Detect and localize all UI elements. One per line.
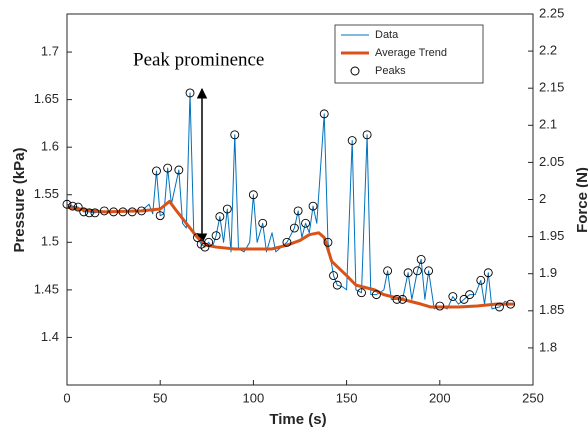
x-tick-label: 100 [243,390,265,405]
peak-marker [73,202,83,212]
peak-marker [362,130,372,140]
y2-tick-label: 1.85 [539,302,564,317]
peak-marker [416,254,426,264]
y2-tick-label: 1.95 [539,228,564,243]
y-axis-label: Pressure (kPa) [11,147,28,252]
y2-axis-label: Force (N) [574,167,588,233]
peak-marker [357,288,366,298]
x-tick-label: 250 [522,390,544,405]
peak-marker [383,266,393,276]
annotation: Peak prominence [133,49,264,70]
x-tick-label: 0 [63,390,70,405]
data-line [66,199,515,309]
peak-marker [109,207,119,217]
peak-marker [412,266,422,276]
peak-marker [319,109,329,119]
peak-marker [459,294,469,304]
peak-marker [155,211,165,221]
legend-label: Peaks [375,65,406,77]
legend-label: Data [375,29,399,41]
peak-marker [90,208,100,218]
peak-marker [371,290,381,300]
peak-marker [308,201,318,211]
legend-marker [350,66,360,76]
peak-marker [282,237,292,247]
peak-marker [301,218,311,228]
peak-marker [403,268,413,278]
peak-marker [248,190,258,200]
peak-marker [79,207,89,217]
y2-tick-label: 2.15 [539,80,564,95]
peak-marker [62,199,72,209]
peak-marker [329,271,339,281]
peak-marker [68,201,78,211]
peak-marker [435,301,445,311]
x-tick-label: 50 [153,390,167,405]
peak-marker [494,302,504,312]
peak-marker [137,206,147,216]
x-tick-label: 200 [429,390,451,405]
peak-marker [448,292,458,301]
peak-marker [465,290,475,300]
peak-marker [476,275,486,285]
peak-marker [185,88,195,98]
peak-marker [163,163,173,173]
peak-marker [193,233,202,243]
y2-tick-label: 1.8 [539,339,557,354]
peak-marker [211,231,221,241]
peak-marker [84,208,94,218]
peak-marker [483,268,493,278]
peak-marker [258,218,268,228]
peak-marker [289,223,299,233]
y2-tick-label: 2.2 [539,43,557,58]
x-tick-label: 150 [336,390,358,405]
peak-marker [215,212,225,222]
y-tick-label: 1.45 [34,281,59,296]
peak-marker [127,207,137,217]
y-tick-label: 1.65 [34,91,59,106]
peak-marker [398,294,407,304]
y2-tick-label: 2.05 [539,154,564,169]
y2-tick-label: 2.25 [539,5,564,20]
y2-tick-label: 2.1 [539,117,557,132]
peak-marker [293,206,303,216]
peak-marker [174,165,184,175]
peak-marker [347,136,357,145]
peak-marker [118,207,128,217]
peak-marker [332,280,342,290]
peak-marker [222,204,232,214]
peak-marker [152,166,161,176]
y-tick-label: 1.55 [34,186,59,201]
peak-marker [99,206,109,216]
y-tick-label: 1.6 [41,139,59,154]
peak-marker [230,130,240,140]
y2-tick-label: 2 [539,191,546,206]
y-tick-label: 1.7 [41,43,59,58]
x-axis-label: Time (s) [269,411,326,428]
legend-label: Average Trend [375,47,447,59]
peak-marker [204,237,214,247]
y-tick-label: 1.5 [41,234,59,249]
peak-marker [424,266,434,276]
y2-tick-label: 1.9 [539,265,557,280]
peak-marker [506,299,516,309]
peak-marker [323,237,333,247]
peak-marker [392,294,402,304]
y-tick-label: 1.4 [41,329,59,344]
